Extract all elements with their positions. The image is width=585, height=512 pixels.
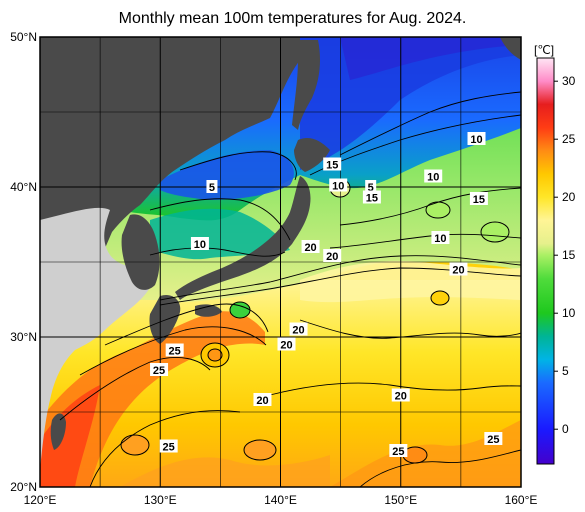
- contour-label: 15: [362, 190, 381, 205]
- contour-label: 5: [206, 180, 218, 194]
- contour-lines: [59, 91, 521, 487]
- contour-label-box: [329, 178, 348, 192]
- contour-label: 15: [323, 157, 342, 172]
- latitude-axis: 20°N 30°N 40°N 50°N: [10, 30, 37, 494]
- contour-label-text: 15: [326, 160, 338, 172]
- contour-label-box: [159, 439, 178, 453]
- contour-label-text: 25: [163, 442, 175, 454]
- contour-label: 20: [323, 249, 342, 263]
- contour-label-text: 25: [487, 434, 499, 446]
- contour-label-box: [277, 337, 296, 351]
- colorbar-tick-label: 20: [562, 190, 576, 204]
- contour-label-box: [469, 192, 488, 205]
- contour-label-box: [362, 190, 381, 204]
- contour-label-text: 5: [209, 182, 215, 194]
- contour-label-text: 20: [256, 395, 268, 407]
- contour-label: 25: [165, 343, 184, 358]
- contour-label-box: [484, 432, 503, 445]
- contour-label: 25: [484, 432, 503, 446]
- contour-label-box: [467, 132, 486, 145]
- contour-label: 25: [150, 363, 169, 377]
- contour-label-box: [150, 363, 169, 376]
- colorbar-unit: [℃]: [534, 43, 554, 57]
- colorbar-ticks: 0 5 10 15 20 25 30: [554, 74, 576, 436]
- contour-label-box: [449, 262, 468, 276]
- contour-label-box: [206, 180, 218, 193]
- contour-label: 10: [467, 132, 486, 146]
- contour-label-box: [190, 237, 209, 250]
- contour-label: 10: [190, 237, 209, 251]
- contour-label-box: [165, 343, 184, 357]
- contour-label-box: [289, 322, 308, 336]
- contour-label: 20: [253, 393, 272, 407]
- lon-tick-label: 160°E: [505, 493, 538, 507]
- contour-label-box: [323, 157, 342, 171]
- contour-label-text: 20: [280, 340, 292, 352]
- contour-label: 25: [159, 439, 178, 454]
- contour-label-text: 15: [366, 193, 378, 205]
- contour-label: 10: [329, 178, 348, 193]
- lat-tick-label: 20°N: [10, 480, 37, 494]
- contour-label-text: 15: [473, 194, 485, 206]
- contour-label-box: [391, 388, 410, 402]
- lat-tick-label: 40°N: [10, 180, 37, 194]
- contour-label: 10: [431, 231, 450, 245]
- contour-label-box: [389, 444, 408, 457]
- colorbar-tick-label: 15: [562, 248, 576, 262]
- contour-label-text: 10: [434, 233, 446, 245]
- contour-label-text: 10: [332, 181, 344, 193]
- contour-label: 15: [469, 192, 488, 206]
- contour-label-text: 20: [326, 251, 338, 263]
- contour-label-text: 20: [292, 325, 304, 337]
- colorbar: [℃] 0 5 10 15 20 25 30: [534, 43, 576, 465]
- colorbar-tick-label: 10: [562, 306, 576, 320]
- contour-label: 25: [389, 444, 408, 458]
- contour-label-box: [301, 240, 320, 253]
- contour-label-box: [253, 393, 272, 406]
- contour-label-text: 25: [392, 446, 404, 458]
- graticule: [40, 37, 521, 487]
- lon-tick-label: 120°E: [24, 493, 57, 507]
- contour-label-text: 10: [427, 172, 439, 184]
- colorbar-tick-label: 25: [562, 132, 576, 146]
- colorbar-tick-label: 5: [562, 364, 569, 378]
- contour-label-text: 25: [153, 365, 165, 377]
- contour-label: 20: [301, 240, 320, 254]
- lat-tick-label: 50°N: [10, 30, 37, 44]
- contour-label-box: [424, 169, 443, 183]
- contour-label: 20: [391, 388, 410, 403]
- contour-label-box: [431, 231, 450, 244]
- lat-tick-label: 30°N: [10, 330, 37, 344]
- lon-tick-label: 130°E: [144, 493, 177, 507]
- contour-label-box: [365, 180, 377, 193]
- lon-tick-label: 150°E: [384, 493, 417, 507]
- longitude-axis: 120°E 130°E 140°E 150°E 160°E: [24, 493, 538, 507]
- lon-tick-label: 140°E: [264, 493, 297, 507]
- contour-label-text: 5: [368, 182, 374, 194]
- contour-label-text: 10: [470, 134, 482, 146]
- contour-label: 20: [277, 337, 296, 352]
- contour-label-text: 20: [304, 242, 316, 254]
- contour-label-box: [323, 249, 342, 262]
- contour-label: 20: [289, 322, 308, 337]
- contour-label-text: 10: [194, 239, 206, 251]
- map-frame: [39, 36, 522, 488]
- contour-label: 20: [449, 262, 468, 277]
- colorbar-scale: [536, 57, 555, 465]
- colorbar-tick-label: 0: [562, 422, 569, 436]
- map-title: Monthly mean 100m temperatures for Aug. …: [118, 10, 467, 27]
- contour-label-text: 20: [452, 265, 464, 277]
- colorbar-tick-label: 30: [562, 74, 576, 88]
- contour-label-text: 25: [169, 346, 181, 358]
- contour-label: 10: [424, 169, 443, 184]
- contour-label: 5: [365, 180, 377, 194]
- contour-label-text: 20: [395, 391, 407, 403]
